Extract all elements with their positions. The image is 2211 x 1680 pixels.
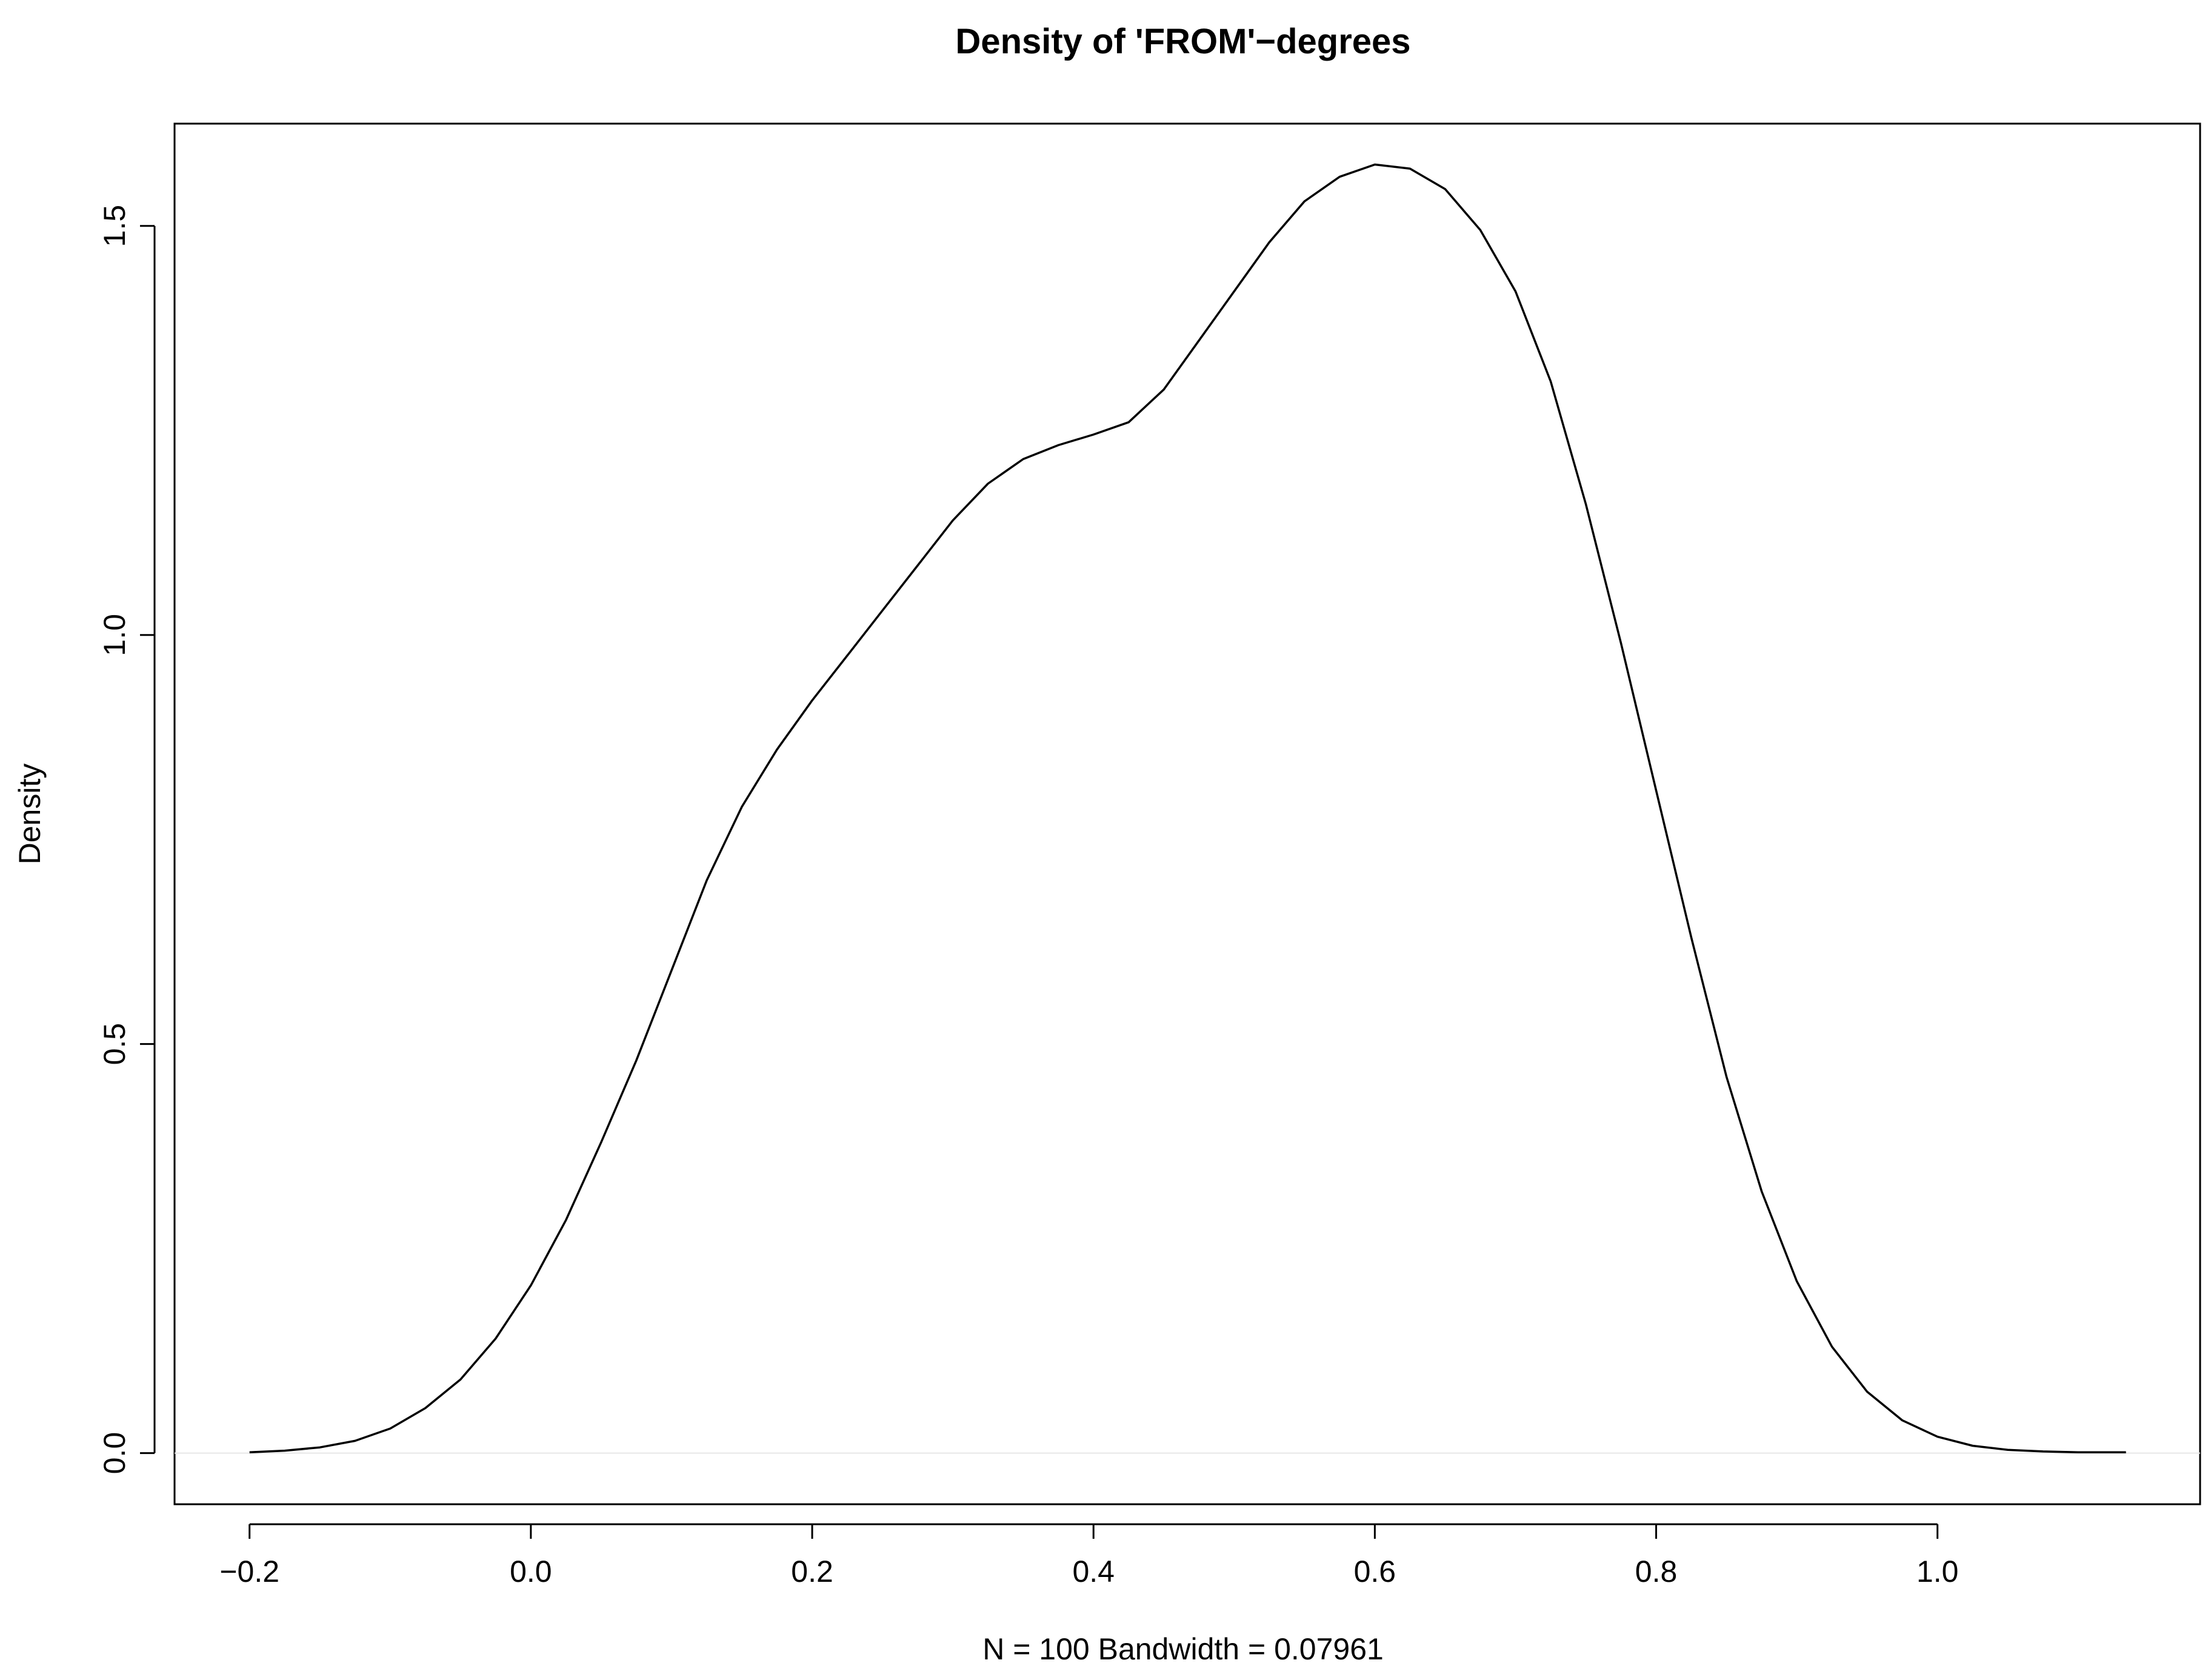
y-tick-label: 1.0 xyxy=(98,614,132,656)
y-tick-label: 0.0 xyxy=(98,1432,132,1475)
y-axis-label: Density xyxy=(13,764,47,865)
x-tick-label: 0.8 xyxy=(1635,1555,1678,1588)
x-tick-label: −0.2 xyxy=(219,1555,279,1588)
density-curve xyxy=(249,163,2126,1454)
y-tick-label: 1.5 xyxy=(98,205,132,247)
x-tick-label: 1.0 xyxy=(1916,1555,1959,1588)
x-tick-label: 0.0 xyxy=(510,1555,552,1588)
y-axis: 0.0 0.5 1.0 1.5 xyxy=(98,205,156,1475)
x-tick-label: 0.4 xyxy=(1072,1555,1115,1588)
y-tick-label: 0.5 xyxy=(98,1023,132,1065)
chart-title: Density of 'FROM'−degrees xyxy=(955,22,1410,61)
x-axis: −0.2 0.0 0.2 0.4 0.6 0.8 1.0 xyxy=(219,1523,1959,1588)
plot-area xyxy=(173,122,2201,1505)
plot-frame xyxy=(173,122,2201,1505)
x-axis-label: N = 100 Bandwidth = 0.07961 xyxy=(982,1632,1384,1666)
x-tick-label: 0.6 xyxy=(1354,1555,1396,1588)
x-tick-label: 0.2 xyxy=(791,1555,833,1588)
